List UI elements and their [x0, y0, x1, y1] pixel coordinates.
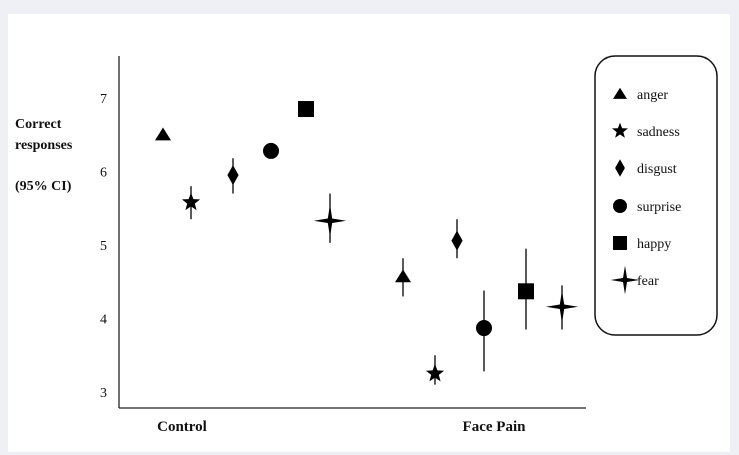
legend-marker-fear [610, 265, 640, 295]
y-label-line-2: responses [15, 138, 73, 153]
y-tick-labels: 3 4 5 6 7 [100, 92, 107, 401]
point-disgust-face-pain [451, 230, 463, 251]
legend: anger sadness disgust surprise happy fear [610, 87, 681, 295]
x-group-label-control: Control [157, 419, 207, 435]
data-points [155, 101, 579, 385]
chart-svg: Correct responses (95% CI) 3 4 5 6 7 Control… [15, 55, 718, 435]
point-fear-face-pain [545, 290, 579, 323]
point-anger-face-pain [395, 269, 411, 283]
y-tick-label-7: 7 [100, 92, 107, 107]
point-happy-face-pain [518, 283, 534, 300]
point-sadness-control [181, 192, 201, 211]
point-disgust-control [227, 165, 239, 186]
point-fear-control [313, 204, 347, 237]
point-surprise-control [263, 142, 279, 159]
legend-marker-surprise [613, 199, 627, 213]
legend-marker-disgust [615, 159, 625, 177]
legend-label-happy: happy [637, 237, 671, 252]
y-tick-label-3: 3 [100, 386, 107, 401]
point-sadness-face-pain [425, 364, 445, 382]
point-happy-control [298, 101, 314, 118]
chart-frame: Correct responses (95% CI) 3 4 5 6 7 Control… [8, 14, 730, 452]
legend-label-fear: fear [637, 274, 659, 289]
legend-box [594, 55, 718, 336]
y-label-line-1: Correct [15, 117, 62, 132]
x-group-label-face-pain: Face Pain [463, 419, 527, 435]
point-surprise-face-pain [476, 320, 492, 337]
legend-label-surprise: surprise [637, 200, 681, 215]
legend-label-disgust: disgust [637, 162, 677, 177]
y-label-line-3: (95% CI) [15, 179, 72, 194]
legend-marker-happy [613, 236, 627, 250]
legend-marker-sadness [612, 122, 628, 138]
legend-label-anger: anger [637, 88, 668, 103]
y-tick-label-6: 6 [100, 166, 107, 181]
legend-label-sadness: sadness [637, 125, 680, 140]
legend-marker-anger [613, 87, 627, 99]
y-tick-label-4: 4 [100, 313, 107, 328]
y-tick-label-5: 5 [100, 239, 107, 254]
point-anger-control [155, 127, 171, 141]
